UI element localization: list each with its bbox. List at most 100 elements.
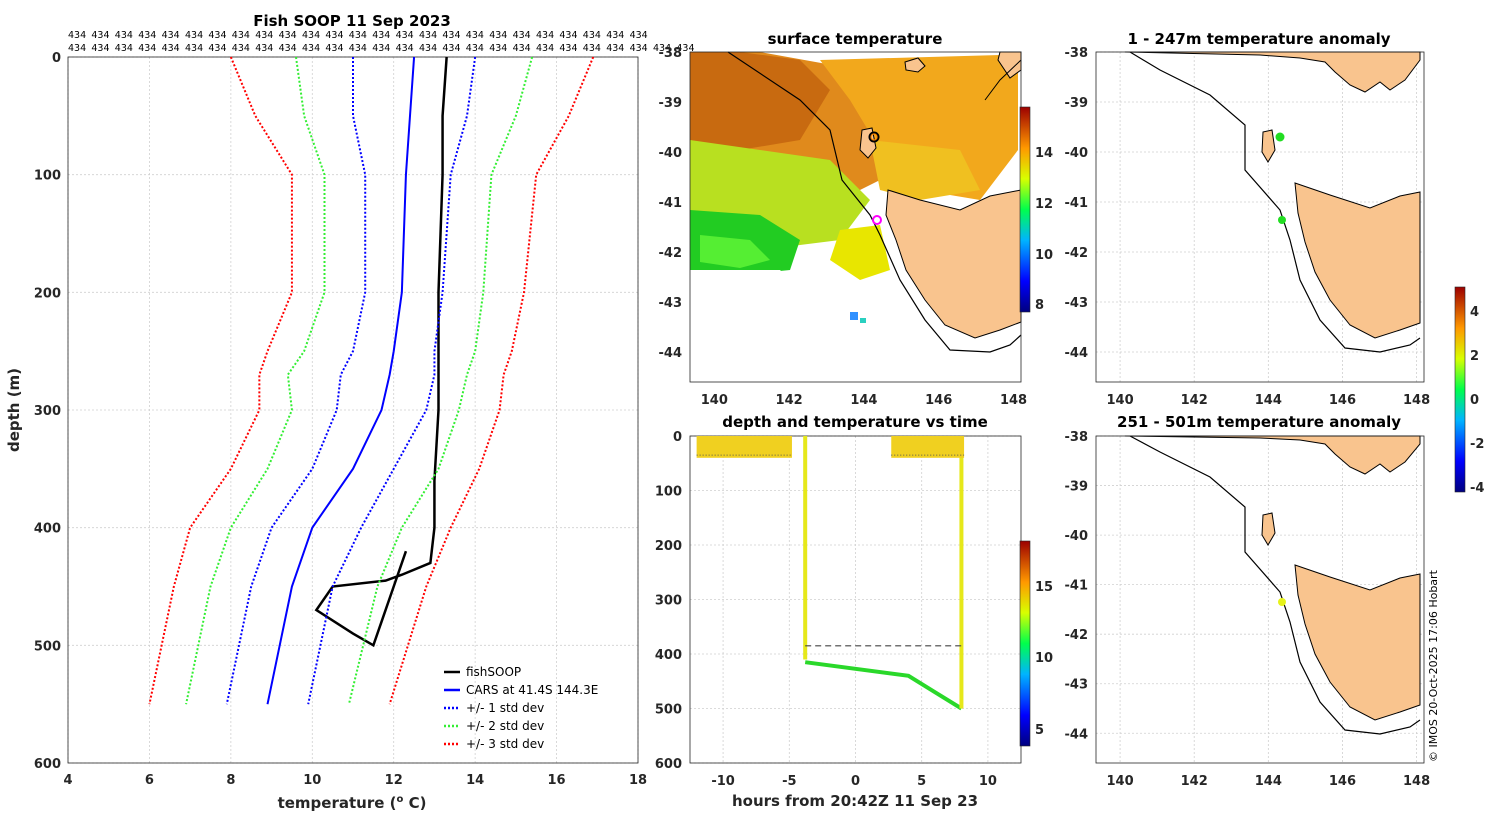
map-y-tick: -41	[1065, 196, 1089, 211]
profile-id-label: 434	[91, 43, 109, 54]
map-y-tick: -44	[1065, 346, 1089, 361]
profile-y-tick: 0	[52, 51, 61, 66]
profile-id-label: 434	[606, 43, 624, 54]
surface-king-island	[859, 127, 877, 159]
colorbar-tick: 0	[1470, 393, 1479, 408]
map-y-tick: -41	[659, 196, 683, 211]
colorbar-tick: 8	[1035, 298, 1044, 313]
time-y-tick: 0	[673, 430, 682, 445]
colorbar-tick: 4	[1470, 305, 1479, 320]
time-y-tick: 100	[655, 485, 682, 500]
surface-ticks: 140 142 144 146 148 -38 -39 -40 -41 -42 -43 -44	[659, 46, 1028, 408]
legend-label: CARS at 41.4S 144.3E	[466, 683, 598, 697]
anom2-point-1	[1278, 598, 1286, 606]
profile-id-label: 434	[419, 30, 437, 41]
profile-series-line	[388, 56, 595, 705]
time-x-tick: 10	[979, 774, 997, 789]
map-y-tick: -40	[1065, 146, 1089, 161]
profile-id-label: 434	[676, 43, 694, 54]
map-y-tick: -42	[1065, 246, 1089, 261]
time-x-tick: 5	[917, 774, 926, 789]
profile-id-label: 434	[372, 30, 390, 41]
map-x-tick: 140	[701, 393, 728, 408]
profile-id-label: 434	[255, 43, 273, 54]
anom2-ticks: 140 142 144 146 148 -38 -39 -40 -41 -42 -43 -44	[1065, 430, 1431, 789]
profile-id-label: 434	[442, 43, 460, 54]
anom2-mainland	[1124, 435, 1421, 475]
anomaly-colorbar-ticks: 4 2 0 -2 -4	[1470, 305, 1484, 496]
profile-lines	[148, 56, 595, 705]
profile-id-label: 434	[232, 43, 250, 54]
profile-x-tick: 14	[466, 773, 484, 788]
anom1-mainland	[1124, 51, 1421, 93]
profile-id-label: 434	[466, 43, 484, 54]
profile-x-tick: 18	[629, 773, 647, 788]
profile-title: Fish SOOP 11 Sep 2023	[253, 12, 451, 30]
profile-id-label: 434	[185, 30, 203, 41]
surface-position-marker-2	[872, 215, 882, 225]
profile-x-label: temperature (o C)	[278, 794, 427, 812]
map-y-tick: -42	[659, 246, 683, 261]
profile-x-tick: 6	[145, 773, 154, 788]
map-x-tick: 146	[925, 393, 952, 408]
anom2-frame	[1095, 435, 1425, 764]
map-x-tick: 144	[1255, 393, 1282, 408]
map-y-tick: -44	[659, 346, 683, 361]
surface-colorbar-ticks: 8 10 12 14	[1035, 146, 1053, 313]
profile-id-label: 434	[419, 43, 437, 54]
profile-series-line	[225, 57, 367, 705]
map-y-tick: -38	[659, 46, 683, 61]
profile-y-tick: 400	[34, 522, 61, 537]
profile-id-label: 434	[559, 30, 577, 41]
map-y-tick: -42	[1065, 628, 1089, 643]
profile-id-label: 434	[68, 43, 86, 54]
profile-id-label: 434	[559, 43, 577, 54]
profile-id-label: 434	[325, 30, 343, 41]
anom1-tasmania	[1294, 182, 1421, 339]
profile-id-label: 434	[185, 43, 203, 54]
map-y-tick: -39	[659, 96, 683, 111]
colorbar-tick: 5	[1035, 723, 1044, 738]
profile-id-label: 434	[208, 30, 226, 41]
map-y-tick: -40	[659, 146, 683, 161]
anom2-shelf-contour	[1129, 435, 1421, 735]
map-y-tick: -41	[1065, 579, 1089, 594]
time-y-tick: 400	[655, 648, 682, 663]
surface-colorbar	[1019, 106, 1031, 313]
anomaly-map-shallow: 1 - 247m temperature anomaly 140 142 144 14…	[1065, 30, 1431, 408]
profile-series-line	[148, 56, 293, 705]
time-y-tick: 500	[655, 703, 682, 718]
profile-legend: fishSOOP CARS at 41.4S 144.3E +/- 1 std de…	[444, 665, 598, 751]
profile-id-label: 434	[466, 30, 484, 41]
surface-sst-field	[690, 52, 1018, 323]
map-x-tick: 140	[1107, 774, 1134, 789]
time-track-segment	[804, 660, 963, 711]
profile-id-label: 434	[583, 43, 601, 54]
profile-id-label: 434	[396, 43, 414, 54]
map-y-tick: -38	[1065, 430, 1089, 445]
profile-x-tick: 8	[226, 773, 235, 788]
profile-id-label: 434	[255, 30, 273, 41]
anom2-title: 251 - 501m temperature anomaly	[1117, 413, 1401, 431]
map-y-tick: -40	[1065, 529, 1089, 544]
profile-id-label: 434	[91, 30, 109, 41]
profile-x-tick: 16	[548, 773, 566, 788]
legend-label: +/- 1 std dev	[466, 701, 544, 715]
profile-series-line	[314, 56, 448, 648]
anom1-point-1	[1275, 132, 1285, 142]
profile-y-tick: 300	[34, 404, 61, 419]
time-series-marks	[696, 436, 965, 711]
map-x-tick: 148	[1000, 393, 1027, 408]
anomaly-colorbar	[1454, 286, 1466, 493]
surface-temperature-panel: surface temperature 140 142 144 146 148-38-3…	[659, 30, 1054, 408]
profile-id-label: 434	[208, 43, 226, 54]
profile-id-label: 434	[653, 43, 671, 54]
profile-id-label: 434	[372, 43, 390, 54]
map-x-tick: 146	[1329, 393, 1356, 408]
map-x-tick: 140	[1107, 393, 1134, 408]
anom2-king-island	[1261, 512, 1276, 546]
profile-series-line	[266, 56, 416, 705]
anom1-ticks: 140 142 144 146 148 -38 -39 -40 -41 -42 -43 -44	[1065, 46, 1431, 408]
map-x-tick: 142	[1181, 774, 1208, 789]
